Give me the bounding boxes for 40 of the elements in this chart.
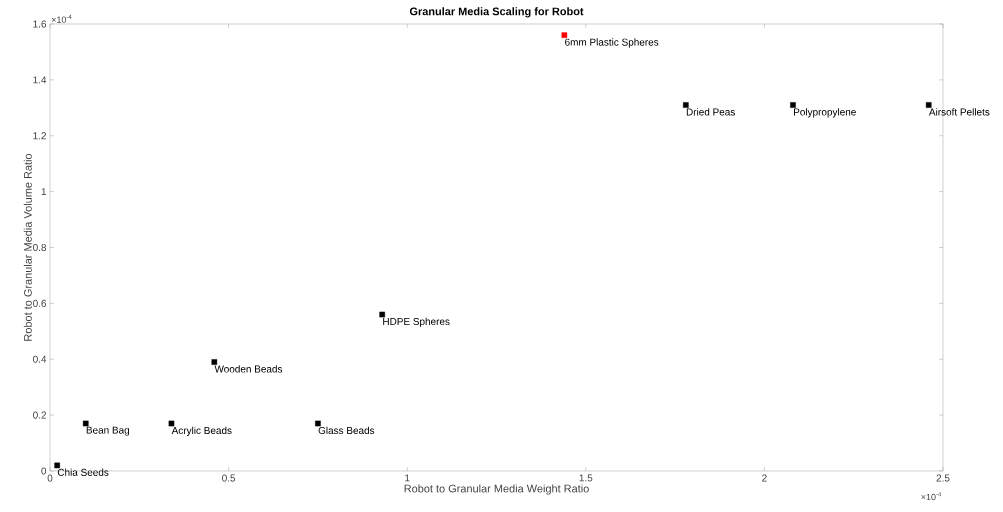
annotation: Airsoft Pellets (928, 108, 990, 116)
annotation: Wooden Beads (214, 365, 283, 373)
text: ×10$^{-4}$ (921, 492, 942, 501)
y-tick-label: 0.2 (33, 411, 46, 419)
annotation: Polypropylene (794, 108, 856, 118)
point (168, 420, 175, 427)
point (683, 102, 689, 108)
x-axis-title: Robot to Granular Media Weight Ratio (404, 484, 589, 495)
point (379, 311, 386, 318)
x-tick-label: 0 (47, 474, 53, 482)
annotation: Dried Peas (686, 108, 735, 116)
chart-title: Granular Media Scaling for Robot (409, 7, 584, 18)
point (925, 102, 932, 108)
y-tick-label: 1 (41, 188, 47, 196)
point (790, 102, 796, 108)
annotation: Acrylic Beads (171, 426, 232, 436)
point (315, 420, 321, 427)
point (54, 462, 60, 469)
x-tick-label: 2 (762, 474, 767, 482)
annotation: Bean Bag (86, 426, 130, 436)
text: ×10$^{-4}$ (51, 14, 72, 23)
x-tick-label: 1.5 (579, 474, 593, 482)
y-axis-title: Robot to Granular Media Volume Ratio (23, 153, 32, 341)
annotation: Glass Beads (318, 426, 375, 434)
point (82, 420, 89, 427)
x-tick-label: 1 (405, 474, 410, 482)
y-tick-label: 1.2 (33, 132, 46, 140)
y-tick-label: 0.8 (33, 243, 47, 252)
y-tick-label: 0.4 (33, 355, 47, 363)
y-tick-label: 1.4 (33, 76, 47, 84)
point (561, 32, 568, 38)
x-tick-label: 0.5 (222, 474, 236, 482)
x-tick-label: 2.5 (936, 474, 950, 482)
point (211, 359, 218, 365)
y-tick-label: 0.6 (33, 299, 47, 307)
annotation: HDPE Spheres (383, 317, 450, 328)
y-tick-label: 0 (41, 467, 47, 475)
annotation: Chia Seeds (57, 468, 109, 476)
annotation: 6mm Plastic Spheres (565, 38, 659, 48)
y-tick-label: 1.6 (33, 20, 47, 28)
